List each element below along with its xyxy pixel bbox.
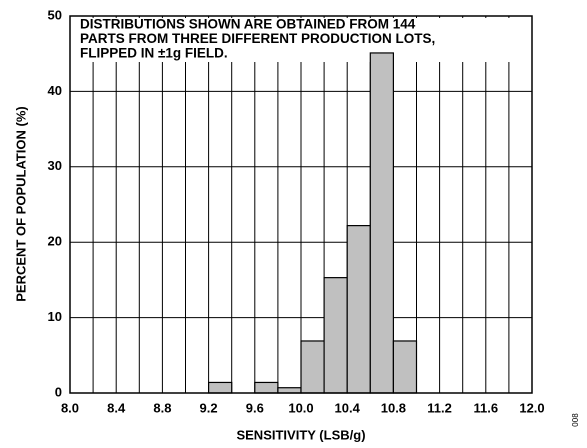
bar: [369, 52, 394, 394]
x-tick-label: 11.2: [427, 400, 452, 415]
x-tick-label: 9.2: [200, 400, 218, 415]
x-tick-label: 8.8: [153, 400, 171, 415]
y-axis-label: PERCENT OF POPULATION (%): [13, 106, 28, 301]
x-tick-label: 10.0: [288, 400, 313, 415]
annotation: PARTS FROM THREE DIFFERENT PRODUCTION LO…: [80, 31, 435, 46]
bar: [346, 225, 371, 394]
x-tick-label: 10.4: [335, 400, 361, 415]
y-tick-label: 0: [55, 384, 62, 399]
plot-frame: [69, 15, 533, 394]
bar: [208, 381, 233, 394]
bar: [323, 277, 348, 394]
y-tick-label: 30: [48, 158, 62, 173]
bar: [300, 340, 325, 394]
figure-id: 008: [571, 413, 580, 427]
x-tick-label: 11.6: [474, 400, 499, 415]
x-tick-label: 9.6: [246, 400, 264, 415]
bar: [277, 387, 302, 394]
annotation: FLIPPED IN ±1g FIELD.: [80, 46, 228, 61]
y-tick-label: 40: [48, 83, 62, 98]
bar: [392, 340, 418, 394]
x-tick-label: 10.8: [381, 400, 406, 415]
annotation-background: [76, 18, 518, 62]
x-tick-label: 12.0: [519, 400, 544, 415]
bar: [254, 381, 279, 394]
y-tick-label: 20: [48, 234, 62, 249]
y-tick-label: 10: [48, 309, 62, 324]
x-tick-label: 8.0: [61, 400, 79, 415]
annotation: DISTRIBUTIONS SHOWN ARE OBTAINED FROM 14…: [80, 17, 416, 32]
y-tick-label: 50: [48, 7, 62, 22]
x-axis-label: SENSITIVITY (LSB/g): [236, 427, 365, 442]
x-tick-label: 8.4: [107, 400, 126, 415]
